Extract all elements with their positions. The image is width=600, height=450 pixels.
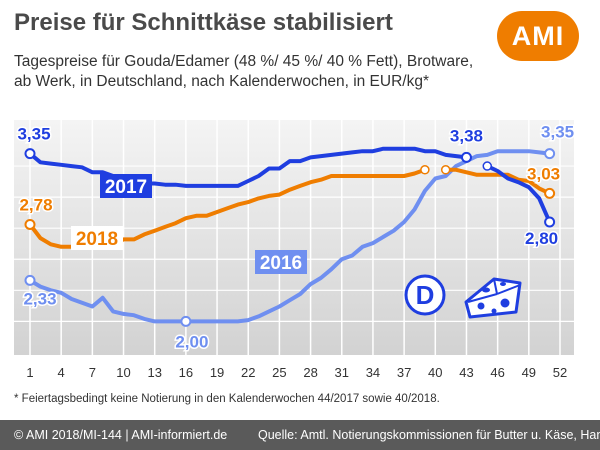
subtitle-line-1: Tagespreise für Gouda/Edamer (48 %/ 45 %… (14, 53, 474, 70)
x-tick-label: 40 (428, 365, 442, 380)
gap-marker-2018 (420, 165, 430, 175)
value-marker-2016 (544, 148, 556, 160)
x-tick-label: 16 (179, 365, 193, 380)
series-line-2018 (443, 167, 552, 196)
x-tick-label: 10 (116, 365, 130, 380)
x-tick-label: 34 (366, 365, 380, 380)
gap-marker-2018 (440, 165, 451, 175)
data-label-2016: 2,00 (175, 332, 208, 351)
data-label-2017: 3,38 (450, 126, 483, 145)
series-label-box (255, 250, 307, 274)
data-label-2016: 2,33 (23, 289, 56, 308)
series-label-text: 2017 (105, 177, 147, 198)
value-marker-2016 (24, 274, 36, 286)
x-tick-label: 49 (522, 365, 536, 380)
series-label-2018: 2018 (71, 226, 123, 250)
series-line-2016 (28, 149, 552, 324)
subtitle-line-2: ab Werk, in Deutschland, nach Kalenderwo… (14, 73, 429, 90)
data-label-2017: 3,35 (17, 125, 50, 144)
x-tick-label: 46 (490, 365, 504, 380)
value-marker-2018 (544, 187, 556, 199)
series-label-text: 2016 (260, 253, 302, 274)
x-tick-label: 28 (303, 365, 317, 380)
data-label-2018: 2,78 (19, 195, 52, 214)
value-marker-2016 (180, 315, 192, 327)
footer-bar: © AMI 2018/MI-144 | AMI-informiert.de Qu… (0, 420, 600, 450)
x-tick-label: 1 (26, 365, 33, 380)
x-tick-label: 13 (147, 365, 161, 380)
value-marker-2017 (460, 151, 472, 163)
series-label-box (100, 174, 152, 198)
x-tick-label: 4 (58, 365, 65, 380)
source-text: Quelle: Amtl. Notierungskommissionen für… (258, 428, 600, 442)
cheese-icon (464, 277, 522, 319)
gap-marker-2017 (482, 161, 493, 171)
series-layer (28, 146, 552, 324)
x-tick-label: 31 (335, 365, 349, 380)
value-marker-2018 (24, 218, 36, 230)
x-tick-label: 19 (210, 365, 224, 380)
series-label-2016: 2016 (255, 250, 307, 274)
x-tick-label: 37 (397, 365, 411, 380)
x-tick-label: 52 (553, 365, 567, 380)
footnote: * Feiertagsbedingt keine Notierung in de… (14, 393, 440, 405)
series-label-2017: 2017 (100, 174, 152, 198)
country-letter: D (416, 280, 435, 310)
value-marker-2017 (24, 148, 36, 160)
copyright-text: © AMI 2018/MI-144 | AMI-informiert.de (14, 428, 228, 442)
ami-logo: AMI (497, 11, 579, 61)
data-label-2017: 2,80 (525, 229, 558, 248)
series-line-2017 (485, 164, 552, 224)
data-label-2016: 3,35 (541, 123, 574, 142)
x-tick-label: 22 (241, 365, 255, 380)
x-tick-labels: 1 4 7 10 13 16 19 22 25 28 31 34 37 40 43 46 49 52 (26, 365, 567, 380)
series-label-text: 2018 (76, 229, 118, 250)
x-tick-label: 43 (459, 365, 473, 380)
page-title: Preise für Schnittkäse stabilisiert (14, 9, 393, 36)
country-badge: D (404, 274, 446, 316)
subtitle: Tagespreise für Gouda/Edamer (48 %/ 45 %… (14, 52, 484, 92)
value-labels: 3,35 3,38 2,80 2,78 3,03 2,33 2,00 3,35 2017 2018… (16, 121, 576, 353)
value-marker-2017 (544, 216, 556, 228)
x-tick-label: 25 (272, 365, 286, 380)
x-tick-label: 7 (89, 365, 96, 380)
data-label-2018: 3,03 (527, 164, 560, 183)
series-line-2017 (28, 146, 469, 188)
series-label-box (71, 226, 123, 250)
